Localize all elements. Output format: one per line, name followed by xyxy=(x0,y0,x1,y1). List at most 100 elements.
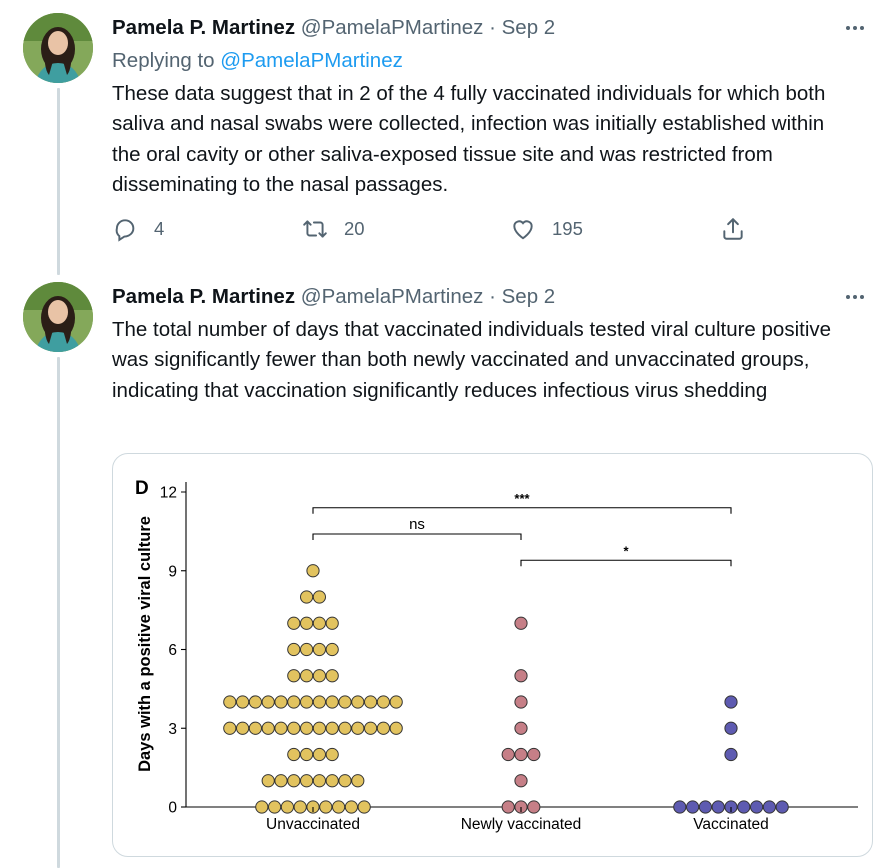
data-point xyxy=(750,800,764,814)
data-point xyxy=(261,721,275,735)
share-button[interactable] xyxy=(720,216,762,242)
data-point xyxy=(376,721,390,735)
data-point xyxy=(287,642,301,657)
data-point xyxy=(737,800,751,814)
data-point xyxy=(514,747,528,762)
data-point xyxy=(332,800,346,814)
replying-to-handle[interactable]: @PamelaPMartinez xyxy=(220,49,403,72)
significance-bracket xyxy=(312,533,522,540)
data-point xyxy=(698,800,713,814)
x-tick-label: Vaccinated xyxy=(693,816,769,833)
tweet-media[interactable]: D Days with a positive viral culture 0 3 6… xyxy=(112,453,873,857)
author-name[interactable]: Pamela P. Martinez xyxy=(112,285,296,308)
data-point xyxy=(312,669,326,683)
tweet-2[interactable]: Pamela P. Martinez @PamelaPMartinez · Se… xyxy=(0,270,892,868)
y-tick-label: 12 xyxy=(160,485,177,502)
data-point xyxy=(501,747,515,762)
more-button[interactable] xyxy=(840,285,870,309)
data-point xyxy=(300,642,314,657)
data-point xyxy=(287,669,301,683)
data-point xyxy=(287,695,301,709)
data-point xyxy=(300,774,314,788)
data-point xyxy=(762,800,777,814)
tweet-1[interactable]: Pamela P. Martinez @PamelaPMartinez · Se… xyxy=(0,0,892,270)
data-point xyxy=(287,747,301,762)
significance-brackets: *** ns * xyxy=(312,491,732,567)
data-point xyxy=(261,774,275,788)
data-point xyxy=(312,590,326,604)
y-tick-label: 9 xyxy=(168,563,177,580)
data-point xyxy=(514,616,528,630)
replying-to-label: Replying to xyxy=(112,49,215,72)
data-point xyxy=(724,695,738,709)
data-point xyxy=(312,747,326,762)
data-point xyxy=(300,669,314,683)
author-name[interactable]: Pamela P. Martinez xyxy=(112,16,296,39)
data-point xyxy=(312,642,326,657)
significance-label: * xyxy=(623,543,629,558)
data-point xyxy=(501,800,515,814)
tweet-date[interactable]: Sep 2 xyxy=(501,16,556,39)
like-button[interactable]: 195 xyxy=(510,216,583,242)
data-point xyxy=(268,800,282,814)
avatar[interactable] xyxy=(23,282,93,352)
replying-to: Replying to @PamelaPMartinez xyxy=(112,47,403,75)
author-handle[interactable]: @PamelaPMartinez xyxy=(300,285,484,308)
data-point xyxy=(255,800,269,814)
data-point xyxy=(261,695,275,709)
data-point xyxy=(287,616,301,630)
y-tick-label: 0 xyxy=(168,800,177,817)
significance-label: *** xyxy=(514,491,530,506)
y-axis-label: Days with a positive viral culture xyxy=(136,516,154,772)
data-point xyxy=(300,747,314,762)
data-point xyxy=(389,695,403,709)
reply-count: 4 xyxy=(154,218,165,239)
like-count: 195 xyxy=(552,218,583,239)
data-point xyxy=(274,721,288,735)
data-point xyxy=(325,695,339,709)
author-handle[interactable]: @PamelaPMartinez xyxy=(300,16,484,39)
data-point xyxy=(514,669,528,683)
more-button[interactable] xyxy=(840,16,870,40)
tweet-date[interactable]: Sep 2 xyxy=(501,285,556,308)
x-tick-label: Unvaccinated xyxy=(266,816,360,833)
data-point xyxy=(351,695,365,709)
retweet-button[interactable]: 20 xyxy=(302,216,365,242)
data-point xyxy=(287,774,301,788)
avatar-image xyxy=(23,282,93,352)
data-point xyxy=(338,721,352,735)
significance-bracket xyxy=(312,507,732,514)
data-point xyxy=(686,800,700,814)
data-point xyxy=(325,669,339,683)
data-point xyxy=(236,721,250,735)
data-point xyxy=(312,721,326,735)
data-point xyxy=(274,695,288,709)
data-point xyxy=(344,800,358,814)
thread-line-top xyxy=(57,88,60,275)
data-point xyxy=(338,695,352,709)
reply-button[interactable]: 4 xyxy=(112,216,164,242)
data-point xyxy=(325,747,339,762)
tweet-text: The total number of days that vaccinated… xyxy=(112,318,832,402)
y-tick-label: 6 xyxy=(168,642,177,659)
data-point xyxy=(293,800,307,814)
data-point xyxy=(300,616,314,630)
data-point xyxy=(376,695,390,709)
avatar[interactable] xyxy=(23,13,93,83)
data-point xyxy=(319,800,333,814)
data-point xyxy=(248,721,262,735)
data-point xyxy=(325,721,339,735)
data-point xyxy=(364,695,378,709)
separator: · xyxy=(489,16,496,39)
data-points xyxy=(223,564,789,814)
more-horizontal-icon xyxy=(846,26,864,30)
x-tick-label: Newly vaccinated xyxy=(461,816,582,833)
heart-icon xyxy=(513,220,533,240)
data-point xyxy=(312,616,326,630)
y-tick-label: 3 xyxy=(168,721,177,738)
data-point xyxy=(527,800,541,814)
data-point xyxy=(300,590,314,604)
data-point xyxy=(724,747,738,762)
data-point xyxy=(514,695,528,709)
data-point xyxy=(325,616,339,630)
